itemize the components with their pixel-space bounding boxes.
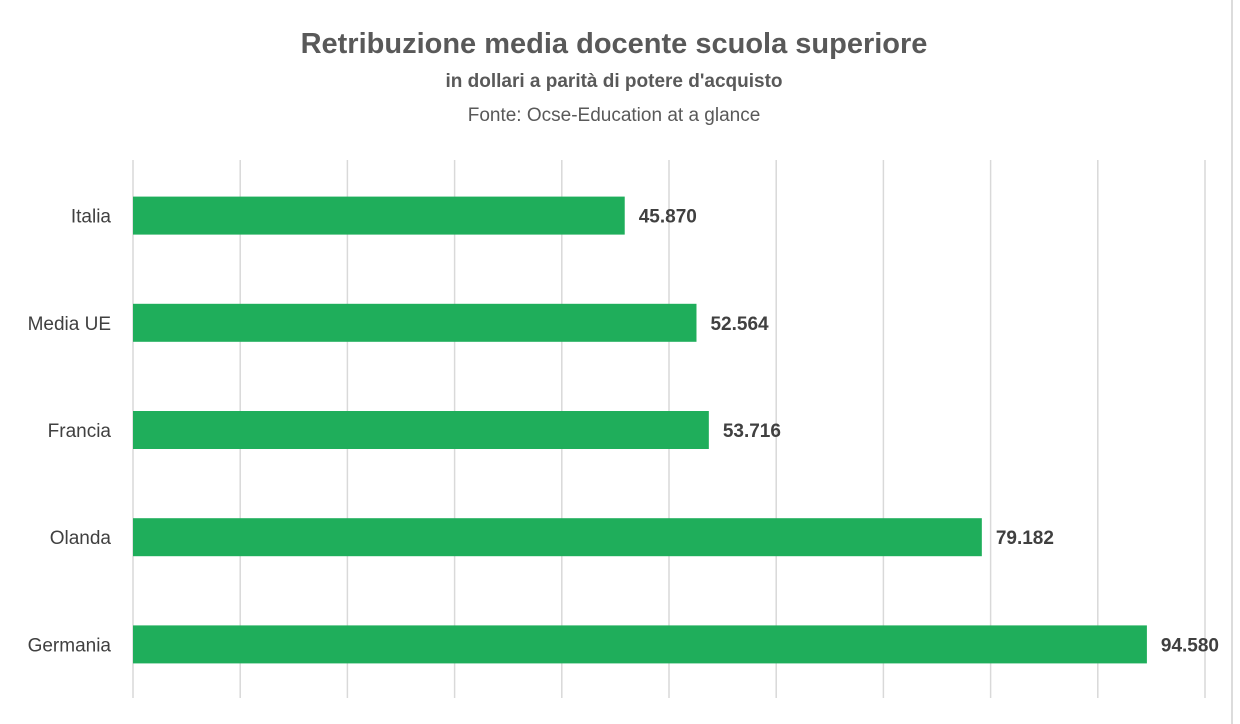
data-label: 45.870	[639, 207, 697, 228]
category-label: Media UE	[28, 314, 111, 335]
bars	[133, 196, 1147, 664]
category-label: Olanda	[50, 528, 112, 549]
data-label: 79.182	[996, 528, 1054, 549]
data-label: 53.716	[723, 421, 781, 442]
category-labels: Italia Media UE Francia Olanda Germania	[28, 207, 112, 657]
category-label: Francia	[48, 421, 112, 442]
bar	[133, 518, 982, 557]
chart-source: Fonte: Ocse-Education at a glance	[468, 105, 761, 126]
bar	[133, 411, 709, 449]
category-label: Germania	[28, 635, 112, 656]
chart-subtitle: in dollari a parità di potere d'acquisto	[445, 71, 782, 92]
bar	[133, 303, 697, 342]
bar	[133, 625, 1147, 664]
data-label: 94.580	[1161, 635, 1219, 656]
chart-title: Retribuzione media docente scuola superi…	[301, 28, 928, 60]
data-labels: 45.870 52.564 53.716 79.182 94.580	[639, 207, 1219, 657]
data-label: 52.564	[710, 314, 769, 335]
bar	[133, 196, 625, 235]
category-label: Italia	[71, 207, 112, 228]
